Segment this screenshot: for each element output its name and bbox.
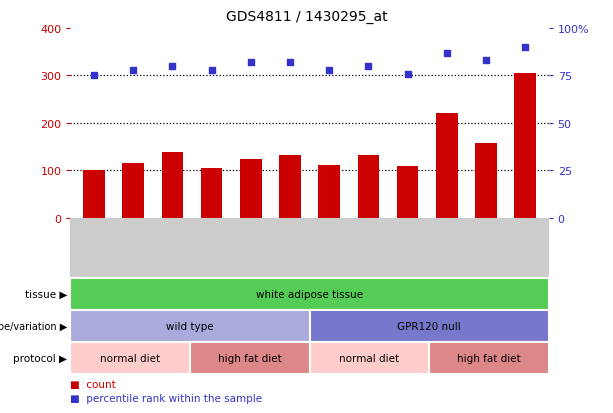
Bar — [240, 159, 262, 218]
Text: high fat diet: high fat diet — [457, 353, 520, 363]
Text: wild type: wild type — [166, 321, 214, 331]
Bar — [436, 114, 457, 218]
Point — [167, 64, 177, 70]
Point — [128, 67, 138, 74]
Text: GDS4811 / 1430295_at: GDS4811 / 1430295_at — [226, 10, 387, 24]
Bar — [162, 153, 183, 218]
Bar — [357, 155, 379, 218]
Bar — [475, 144, 497, 218]
Text: normal diet: normal diet — [100, 353, 161, 363]
Text: genotype/variation ▶: genotype/variation ▶ — [0, 321, 67, 331]
Text: tissue ▶: tissue ▶ — [25, 289, 67, 299]
Bar — [83, 170, 105, 218]
Point — [403, 71, 413, 78]
Point — [246, 60, 256, 66]
Text: white adipose tissue: white adipose tissue — [256, 289, 363, 299]
Bar — [201, 169, 223, 218]
Text: ■  percentile rank within the sample: ■ percentile rank within the sample — [70, 393, 262, 403]
Point — [442, 50, 452, 57]
Bar — [514, 74, 536, 218]
Bar — [318, 165, 340, 218]
Point — [520, 45, 530, 51]
Point — [89, 73, 99, 80]
Point — [324, 67, 334, 74]
Text: normal diet: normal diet — [339, 353, 400, 363]
Point — [481, 58, 491, 64]
Text: high fat diet: high fat diet — [218, 353, 281, 363]
Point — [285, 60, 295, 66]
Bar — [397, 166, 418, 218]
Point — [207, 67, 216, 74]
Text: protocol ▶: protocol ▶ — [13, 353, 67, 363]
Bar — [279, 156, 301, 218]
Text: ■  count: ■ count — [70, 379, 116, 389]
Text: GPR120 null: GPR120 null — [397, 321, 461, 331]
Bar — [123, 164, 144, 218]
Point — [364, 64, 373, 70]
